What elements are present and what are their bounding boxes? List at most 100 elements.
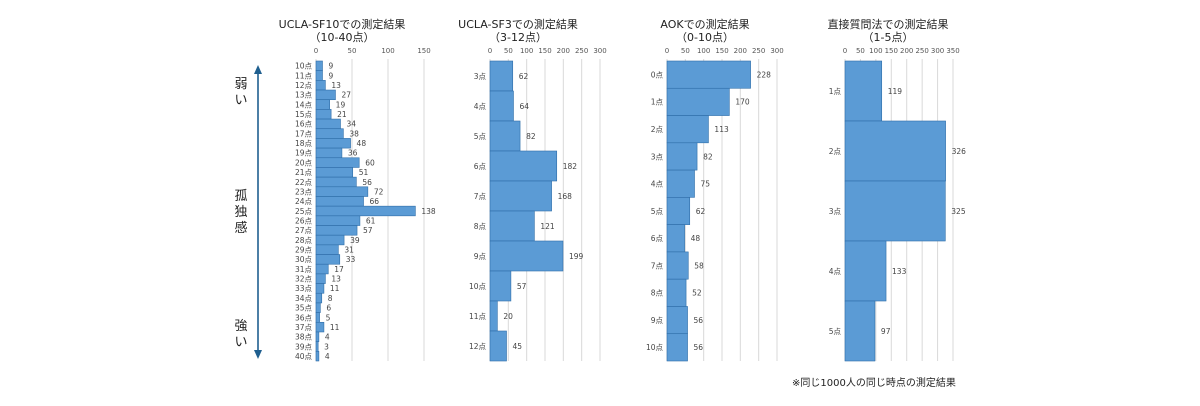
chart-title-line: （10-40点） <box>310 31 375 44</box>
bar <box>315 254 341 265</box>
value-label: 57 <box>517 282 527 291</box>
category-label: 17点 <box>295 129 313 138</box>
chart-title-line: AOKでの測定結果 <box>660 17 749 31</box>
x-tick-label: 150 <box>715 47 728 55</box>
bar <box>844 120 946 182</box>
category-label: 7点 <box>474 192 487 201</box>
category-label: 26点 <box>295 216 313 225</box>
category-label: 14点 <box>295 100 313 109</box>
chart-title-line: （0-10点） <box>676 31 734 44</box>
value-label: 11 <box>330 284 340 293</box>
bar <box>489 90 514 122</box>
value-label: 4 <box>325 333 330 342</box>
chart-2: UCLA-SF3での測定結果（3-12点） 0 50 100 150 200 250 300 3… <box>458 17 607 362</box>
bar <box>315 60 323 71</box>
bar <box>666 306 688 335</box>
category-label: 16点 <box>295 120 313 129</box>
category-label: 25点 <box>295 207 313 216</box>
bar <box>315 215 361 226</box>
category-label: 6点 <box>474 162 487 171</box>
bar <box>844 300 876 362</box>
x-tick-label: 100 <box>869 47 882 55</box>
value-label: 17 <box>334 265 344 274</box>
x-tick-label: 100 <box>520 47 533 55</box>
category-label: 5点 <box>651 207 664 216</box>
value-label: 58 <box>694 261 704 270</box>
bar <box>315 196 364 207</box>
bar <box>666 278 687 307</box>
bar <box>315 176 357 188</box>
x-tick-label: 200 <box>734 47 747 55</box>
bar <box>666 251 689 280</box>
category-label: 4点 <box>651 180 664 189</box>
category-label: 3点 <box>651 152 664 161</box>
value-label: 62 <box>696 207 706 216</box>
value-label: 326 <box>952 147 967 156</box>
value-label: 62 <box>519 72 529 81</box>
bar <box>844 60 883 122</box>
bar <box>489 210 535 242</box>
category-label: 11点 <box>295 71 313 80</box>
value-label: 82 <box>526 132 536 141</box>
x-tick-label: 350 <box>946 47 959 55</box>
label-weak-char: い <box>234 93 247 108</box>
value-label: 133 <box>892 267 907 276</box>
value-label: 82 <box>703 152 713 161</box>
value-label: 48 <box>357 139 367 148</box>
bar <box>315 138 351 149</box>
category-label: 30点 <box>295 255 313 264</box>
bar <box>666 87 730 116</box>
category-label: 29点 <box>295 246 313 255</box>
value-label: 97 <box>881 327 891 336</box>
value-label: 19 <box>336 100 346 109</box>
bar <box>666 333 688 362</box>
value-label: 56 <box>694 343 704 352</box>
value-label: 36 <box>348 149 358 158</box>
bar <box>315 263 329 275</box>
arrow-up-icon <box>254 65 262 74</box>
category-label: 31点 <box>295 265 313 274</box>
category-label: 9点 <box>474 252 487 261</box>
value-label: 56 <box>694 316 704 325</box>
category-label: 38点 <box>295 333 313 342</box>
category-label: 1点 <box>651 98 664 107</box>
value-label: 48 <box>691 234 701 243</box>
category-label: 36点 <box>295 313 313 322</box>
value-label: 33 <box>346 255 356 264</box>
x-tick-label: 50 <box>856 47 865 55</box>
category-label: 8点 <box>474 222 487 231</box>
value-label: 9 <box>328 71 333 80</box>
chart-title-line: （1-5点） <box>863 31 914 44</box>
bar <box>489 60 514 92</box>
bar <box>315 302 321 313</box>
category-label: 35点 <box>295 304 313 313</box>
x-tick-label: 150 <box>885 47 898 55</box>
x-tick-label: 50 <box>681 47 690 55</box>
value-label: 20 <box>503 312 513 321</box>
category-label: 37点 <box>295 323 313 332</box>
bar <box>315 70 323 81</box>
category-label: 11点 <box>469 312 487 321</box>
category-label: 21点 <box>295 168 313 177</box>
category-label: 10点 <box>295 62 313 71</box>
value-label: 113 <box>714 125 729 134</box>
bar <box>315 89 336 101</box>
label-weak-char: 弱 <box>234 77 247 92</box>
x-tick-label: 300 <box>931 47 944 55</box>
value-label: 60 <box>365 158 375 167</box>
value-label: 52 <box>692 289 702 298</box>
category-label: 19点 <box>295 149 313 158</box>
bar <box>315 128 344 139</box>
value-label: 5 <box>326 313 331 322</box>
category-label: 12点 <box>469 342 487 351</box>
bar <box>315 234 345 246</box>
bar <box>315 312 320 323</box>
bar <box>666 60 751 89</box>
category-label: 5点 <box>474 132 487 141</box>
value-label: 51 <box>359 168 369 177</box>
bar <box>315 186 369 197</box>
label-strong-char: い <box>234 335 247 350</box>
x-tick-label: 300 <box>593 47 606 55</box>
bar <box>315 225 358 236</box>
